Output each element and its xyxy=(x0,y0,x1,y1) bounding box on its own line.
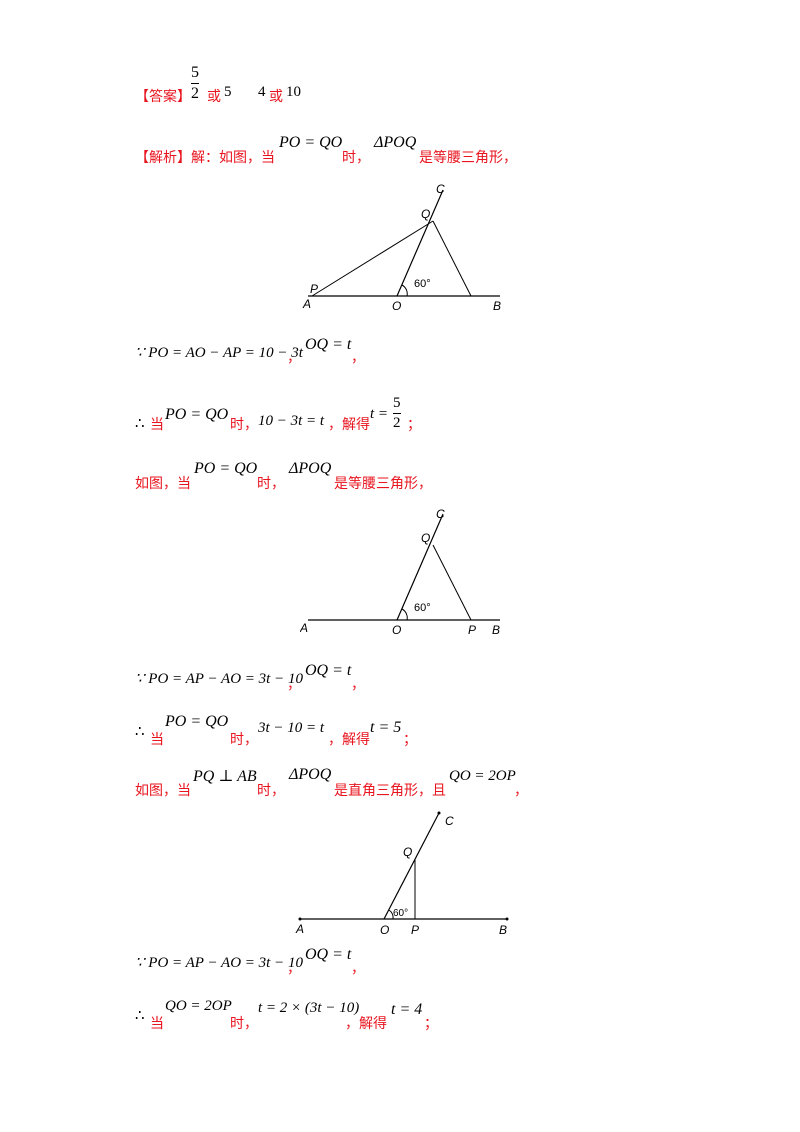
case1-semi: ； xyxy=(407,417,421,433)
triangle-poq-2: ΔPOQ xyxy=(289,460,332,477)
figure-2: A O P B Q C 60° xyxy=(300,508,500,637)
case1-eq: PO = QO xyxy=(165,406,229,423)
case3-rel: QO = 2OP xyxy=(449,768,516,784)
triangle-poq-1: ΔPOQ xyxy=(374,134,417,151)
f2-label-b: B xyxy=(492,623,500,637)
answer-fraction: 5 2 xyxy=(191,62,199,102)
answer-value-3: 10 xyxy=(286,84,301,100)
case2-comma-2: ， xyxy=(351,677,365,693)
eq-po-qo-1: PO = QO xyxy=(279,134,343,151)
case2-step1: ∵ PO = AP − AO = 3t − 10 xyxy=(135,671,303,687)
case1-t-num: 5 xyxy=(393,395,401,411)
answer-or-2: 或 xyxy=(269,89,283,105)
analysis-intro: 解：如图，当 xyxy=(191,150,275,166)
case3-therefore: ∴ xyxy=(135,1006,145,1024)
figure-3: A O P B Q C 60° xyxy=(295,811,509,937)
case3-intro: 如图，当 xyxy=(135,783,191,799)
case3-shi: 时， xyxy=(230,1016,258,1032)
f2-label-o: O xyxy=(392,623,401,637)
case3-comma-2: ， xyxy=(351,961,365,977)
f2-label-q: Q xyxy=(421,531,430,545)
case3-semi: ； xyxy=(424,1016,438,1032)
case3-result: t = 4 xyxy=(391,1001,423,1018)
f2-label-c: C xyxy=(436,508,445,521)
f3-label-o: O xyxy=(380,923,389,937)
case1-dang: 当 xyxy=(150,417,164,433)
case3-dang: 当 xyxy=(150,1016,164,1032)
case1-comma-2: ， xyxy=(351,350,365,366)
analysis-label: 【解析】 xyxy=(135,150,191,166)
eq-po-qo-2: PO = QO xyxy=(194,460,258,477)
case2-comma-1: ， xyxy=(287,677,301,693)
f1-label-a: A xyxy=(302,297,311,311)
answer-label: 【答案】 xyxy=(135,89,191,105)
case1-comma-1: ， xyxy=(287,350,301,366)
case2-dang: 当 xyxy=(150,732,164,748)
case2-intro: 如图，当 xyxy=(135,476,191,492)
f3-label-a: A xyxy=(295,922,304,936)
case2-eq2: 3t − 10 = t xyxy=(258,720,325,736)
f1-label-c: C xyxy=(436,182,445,196)
case2-semi: ； xyxy=(403,732,417,748)
analysis-when-1: 时， xyxy=(342,150,370,166)
f3-label-b: B xyxy=(499,923,507,937)
case2-therefore: ∴ xyxy=(135,722,145,740)
f3-label-q: Q xyxy=(403,845,412,859)
triangle-poq-3: ΔPOQ xyxy=(289,766,332,783)
answer-value-1: 5 xyxy=(224,84,232,100)
case1-solve: ，解得 xyxy=(328,417,370,433)
case3-cond: PQ ⊥ AB xyxy=(193,768,257,785)
f1-label-q: Q xyxy=(421,207,430,221)
answer-or-1: 或 xyxy=(207,89,221,105)
f2-label-a: A xyxy=(300,621,308,635)
case1-oq: OQ = t xyxy=(305,336,352,353)
f3-label-p: P xyxy=(411,923,419,937)
f1-label-p: P xyxy=(310,282,318,296)
case3-oq: OQ = t xyxy=(305,946,352,963)
answer-value-2: 4 xyxy=(258,84,266,100)
case2-eq: PO = QO xyxy=(165,713,229,730)
case1-t-fraction: 5 2 xyxy=(393,392,401,431)
case3-rel-2: QO = 2OP xyxy=(165,998,232,1014)
case3-solve: ，解得 xyxy=(345,1016,387,1032)
case1-therefore: ∴ xyxy=(135,414,145,432)
f2-angle-label: 60° xyxy=(414,602,431,614)
case2-result: t = 5 xyxy=(370,719,402,736)
case2-isosceles: 是等腰三角形， xyxy=(334,476,432,492)
answer-frac-den: 2 xyxy=(191,85,199,102)
f1-label-o: O xyxy=(392,299,401,313)
f1-label-b: B xyxy=(493,299,501,313)
f3-angle-label: 60° xyxy=(393,908,408,919)
case2-when: 时， xyxy=(257,476,285,492)
case3-step1: ∵ PO = AP − AO = 3t − 10 xyxy=(135,955,303,971)
case2-solve: ，解得 xyxy=(328,732,370,748)
case2-shi: 时， xyxy=(230,732,258,748)
f2-label-p: P xyxy=(468,623,476,637)
case1-shi: 时， xyxy=(230,417,258,433)
f1-angle-label: 60° xyxy=(414,278,431,290)
case1-step1: ∵ PO = AO − AP = 10 − 3t xyxy=(135,345,303,361)
analysis-isosceles-1: 是等腰三角形， xyxy=(419,150,517,166)
case1-t-lhs: t = xyxy=(370,406,389,422)
answer-frac-num: 5 xyxy=(191,64,199,81)
case3-eq2: t = 2 × (3t − 10) xyxy=(258,1000,360,1016)
case1-t-den: 2 xyxy=(393,415,401,431)
case2-oq: OQ = t xyxy=(305,662,352,679)
f3-label-c: C xyxy=(445,814,454,828)
case3-right: 是直角三角形，且 xyxy=(334,783,446,799)
case3-comma-1: ， xyxy=(287,961,301,977)
figure-1: A P O B Q C 60° xyxy=(302,182,501,313)
case1-eq2: 10 − 3t = t xyxy=(258,413,325,429)
case3-comma: ， xyxy=(514,783,528,799)
case3-when: 时， xyxy=(257,783,285,799)
